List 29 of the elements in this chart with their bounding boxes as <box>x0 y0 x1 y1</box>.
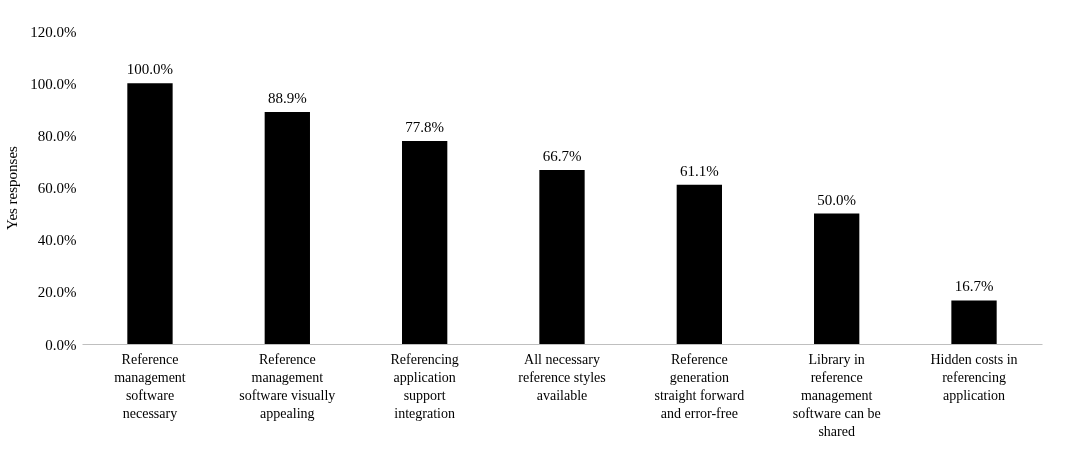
bar <box>676 184 722 344</box>
x-tick-label: Hidden costs in referencing application <box>930 351 1018 403</box>
y-tick-label: 0.0% <box>45 336 77 353</box>
x-tick-label: All necessary reference styles available <box>518 351 606 403</box>
y-tick-label: 40.0% <box>37 232 77 249</box>
data-label: 66.7% <box>542 148 582 165</box>
bar <box>951 300 997 344</box>
x-tick-label: Referencing application support integration <box>390 351 459 421</box>
y-axis-title: Yes responses <box>4 145 21 230</box>
bar <box>539 170 585 344</box>
y-tick-label: 120.0% <box>30 23 77 40</box>
data-label: 77.8% <box>405 119 445 136</box>
data-label: 61.1% <box>679 162 719 179</box>
data-label: 16.7% <box>954 278 994 295</box>
bar <box>402 141 448 344</box>
bar <box>814 213 860 344</box>
x-tick-label: Library in reference management software can be shared <box>792 351 881 439</box>
x-tick-label: Reference management software necessary <box>114 351 186 421</box>
x-tick-label: Reference management software visually appealing <box>239 351 336 421</box>
data-label: 100.0% <box>126 61 174 78</box>
y-tick-label: 60.0% <box>37 180 77 196</box>
y-tick-label: 80.0% <box>37 127 77 144</box>
y-tick-label: 100.0% <box>30 75 77 92</box>
data-label: 88.9% <box>267 90 307 107</box>
x-tick-label: Reference generation straight forward and error-free <box>654 351 745 421</box>
y-tick-label: 20.0% <box>37 284 77 301</box>
bar <box>264 112 310 344</box>
data-label: 50.0% <box>817 191 857 208</box>
bar <box>127 83 173 344</box>
